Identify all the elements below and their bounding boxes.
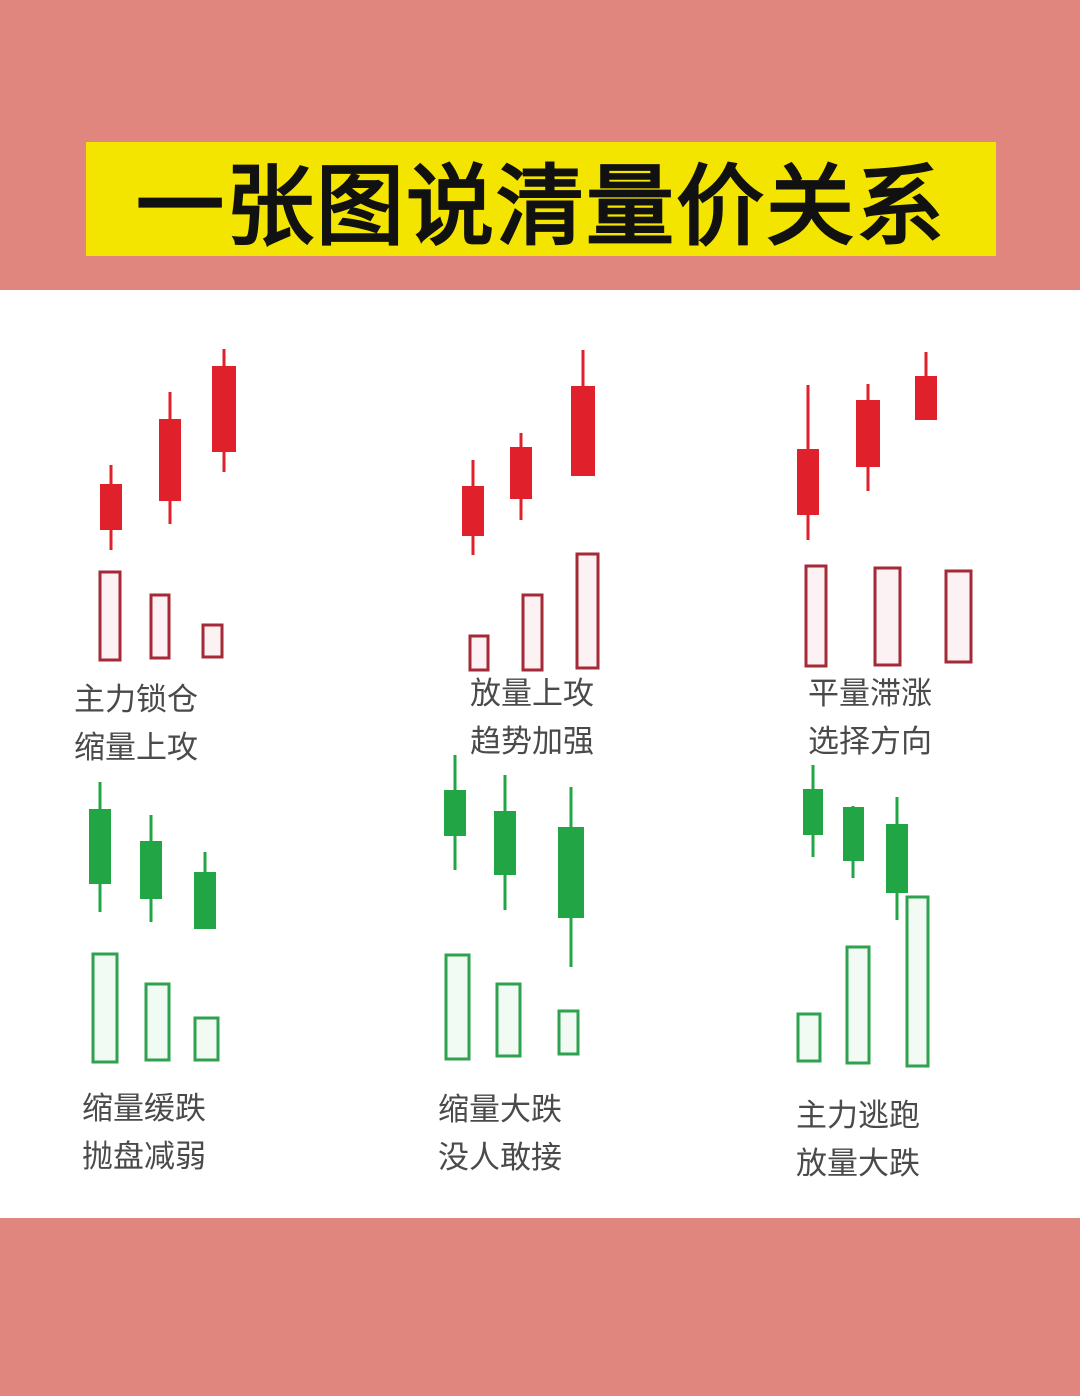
pattern-4-volume <box>91 952 220 1064</box>
green-candle <box>886 797 908 920</box>
volume-bar <box>193 1016 220 1062</box>
caption-line: 主力锁仓 <box>74 682 198 718</box>
volume-bar <box>201 623 224 659</box>
green-candle <box>194 852 216 929</box>
red-candle <box>571 350 595 476</box>
volume-bar <box>905 895 930 1068</box>
volume-bar <box>149 593 171 660</box>
volume-bar <box>468 634 490 672</box>
volume-bar <box>98 570 122 662</box>
green-candle <box>444 755 466 870</box>
green-candle <box>494 775 516 910</box>
pattern-2-volume <box>468 552 600 672</box>
caption-line: 趋势加强 <box>470 724 594 760</box>
red-candle <box>510 433 532 520</box>
caption-pattern-6: 主力逃跑 放量大跌 <box>796 1092 920 1188</box>
pattern-1-candles <box>100 349 236 550</box>
volume-bar <box>944 569 973 664</box>
caption-pattern-5: 缩量大跌 没人敢接 <box>438 1086 562 1182</box>
pattern-3-candles <box>797 352 937 540</box>
green-candle <box>140 815 162 922</box>
green-candle <box>803 765 823 857</box>
red-candle <box>915 352 937 420</box>
pattern-6-candles <box>803 765 908 920</box>
caption-line: 抛盘减弱 <box>82 1139 206 1175</box>
caption-line: 没人敢接 <box>438 1140 562 1176</box>
red-candle <box>797 385 819 540</box>
volume-bar <box>575 552 600 670</box>
pattern-5-volume <box>444 953 580 1061</box>
volume-bar <box>144 982 171 1062</box>
caption-line: 放量大跌 <box>796 1146 920 1182</box>
red-candle <box>462 460 484 555</box>
volume-bar <box>557 1009 580 1056</box>
caption-pattern-2: 放量上攻 趋势加强 <box>470 670 594 766</box>
pattern-5-candles <box>444 755 584 967</box>
caption-pattern-3: 平量滞涨 选择方向 <box>808 670 932 766</box>
volume-bar <box>495 982 522 1058</box>
pattern-6-volume <box>796 895 930 1068</box>
page-title: 一张图说清量价关系 <box>135 154 946 258</box>
volume-bar <box>796 1012 822 1063</box>
volume-bar <box>444 953 471 1061</box>
red-candle <box>100 465 122 550</box>
green-candle <box>843 806 864 878</box>
red-candle <box>856 384 880 491</box>
caption-line: 缩量大跌 <box>438 1092 562 1128</box>
caption-line: 平量滞涨 <box>808 676 932 712</box>
caption-pattern-1: 主力锁仓 缩量上攻 <box>74 676 198 772</box>
green-candle <box>89 782 111 912</box>
caption-line: 选择方向 <box>808 724 932 760</box>
caption-line: 缩量上攻 <box>74 730 198 766</box>
pattern-2-candles <box>462 350 595 555</box>
volume-bar <box>91 952 119 1064</box>
title-banner: 一张图说清量价关系 <box>86 142 996 258</box>
volume-bar <box>804 564 828 668</box>
caption-pattern-4: 缩量缓跌 抛盘减弱 <box>82 1085 206 1181</box>
red-candle <box>159 392 181 524</box>
green-candle <box>558 787 584 967</box>
pattern-3-volume <box>804 564 973 668</box>
volume-bar <box>845 945 871 1065</box>
caption-line: 主力逃跑 <box>796 1098 920 1134</box>
volume-bar <box>873 566 902 667</box>
caption-line: 缩量缓跌 <box>82 1091 206 1127</box>
pattern-4-candles <box>89 782 216 929</box>
volume-bar <box>521 593 544 672</box>
red-candle <box>212 349 236 472</box>
pattern-1-volume <box>98 570 224 662</box>
caption-line: 放量上攻 <box>470 676 594 712</box>
